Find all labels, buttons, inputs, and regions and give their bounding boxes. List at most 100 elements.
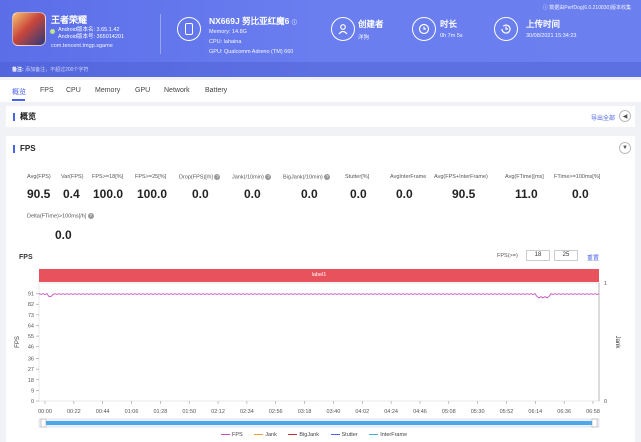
y-axis-title: FPS [15, 336, 21, 348]
metric-value: 0.0 [244, 187, 261, 201]
tab-fps[interactable]: FPS [40, 87, 54, 94]
x-tick-label: 02:12 [211, 409, 225, 415]
metric-value: 90.5 [452, 187, 476, 201]
x-tick-label: 06:58 [586, 409, 600, 415]
legend-item[interactable]: FPS [221, 432, 243, 438]
metric-label: FPS>=18[%] [92, 174, 124, 180]
tab-gpu[interactable]: GPU [135, 87, 151, 94]
y-tick-label: 73 [28, 313, 34, 319]
x-tick-label: 04:46 [413, 409, 427, 415]
legend-item[interactable]: InterFrame [369, 432, 407, 438]
x-tick-label: 01:06 [125, 409, 139, 415]
x-tick-label: 00:44 [96, 409, 110, 415]
remark-input[interactable]: 备注: 添加备注，不超过200个字符 [12, 67, 89, 73]
reset-button[interactable]: 重置 [587, 256, 600, 262]
device-memory: Memory: 14.8G [209, 29, 247, 35]
x-tick-label: 00:00 [38, 409, 52, 415]
chart-legend: FPS Jank BigJank Stutter InterFrame [221, 432, 417, 438]
metric-value: 0.0 [301, 187, 318, 201]
fps-section-title: FPS [13, 145, 36, 153]
report-header: 王者荣耀 Android版本名: 3.65.1.42 Android版本号: 3… [0, 0, 641, 77]
y-tick-label: 82 [28, 302, 34, 308]
x-tick-label: 02:56 [269, 409, 283, 415]
x-tick-label: 05:08 [442, 409, 456, 415]
app-icon [12, 12, 46, 46]
x-tick-label: 03:18 [298, 409, 312, 415]
collapse-left-icon[interactable]: ◀ [619, 110, 631, 122]
metric-value: 0.0 [350, 187, 367, 201]
history-icon [494, 17, 518, 41]
legend-item[interactable]: BigJank [288, 432, 319, 438]
metric-label: Var(FPS) [61, 174, 84, 180]
phone-icon [177, 17, 201, 41]
chevron-down-icon[interactable]: ▼ [619, 142, 631, 154]
app-version: Android版本名: 3.65.1.42 Android版本号: 365014… [58, 27, 125, 40]
x-tick-label: 04:24 [384, 409, 398, 415]
metric-label: Avg(FPS) [27, 174, 51, 180]
y-tick-label: 18 [28, 378, 34, 384]
tab-cpu[interactable]: CPU [66, 87, 81, 94]
metric-value: 100.0 [137, 187, 168, 201]
y-tick-label: 27 [28, 367, 34, 373]
data-source-note: ⓘ 数据由PerfDog(6.0.210830)版本收集 [542, 5, 631, 11]
x-tick-label: 06:14 [528, 409, 542, 415]
duration-value: 0h 7m 5s [440, 33, 463, 39]
metric-value: 11.0 [515, 187, 538, 201]
active-tab-indicator [12, 99, 25, 101]
device-gpu: GPU: Qualcomm Adreno (TM) 660 [209, 49, 294, 55]
user-icon [331, 17, 355, 41]
x-tick-label: 03:40 [327, 409, 341, 415]
legend-item[interactable]: Stutter [330, 432, 358, 438]
metric-value: 0.0 [572, 187, 589, 201]
metric-value: 0.0 [55, 228, 72, 242]
metric-value: 0.0 [192, 187, 209, 201]
y-tick-label: 91 [28, 292, 34, 298]
creator-label: 创建者 [358, 19, 384, 29]
x-tick-label: 01:28 [153, 409, 167, 415]
tab-overview[interactable]: 概览 [12, 89, 26, 96]
x-tick-label: 02:34 [240, 409, 254, 415]
x-tick-label: 05:52 [500, 409, 514, 415]
legend-item[interactable]: Jank [254, 432, 277, 438]
metric-label: Avg(FPS+InterFrame) [434, 174, 488, 180]
metric-value: 100.0 [93, 187, 124, 201]
android-icon [50, 29, 55, 34]
device-name: NX669J 努比亚红魔6 ⓘ [209, 16, 297, 26]
tab-memory[interactable]: Memory [95, 87, 121, 94]
export-all-link[interactable]: 导出全部 [590, 116, 615, 122]
metric-label: FPS>=25[%] [135, 174, 167, 180]
help-icon: ? [214, 174, 221, 180]
fps-series-line [38, 293, 600, 299]
y-tick-label: 55 [28, 334, 34, 340]
y-tick-label: 0 [31, 399, 34, 405]
slider-handle-left [40, 418, 47, 428]
x-tick-label: 06:36 [557, 409, 571, 415]
upload-label: 上传时间 [526, 19, 561, 29]
slider-handle-right [591, 418, 598, 428]
threshold-input-2[interactable]: 25 [554, 250, 578, 261]
metric-label: FTime>=100ms[%] [554, 174, 601, 180]
metric-label: Drop(FPS)[/h] ? [179, 174, 221, 181]
plot-frame [38, 282, 600, 402]
device-cpu: CPU: lahaina [209, 39, 242, 45]
y-tick-label: 36 [28, 357, 34, 363]
x-tick-label: 05:30 [471, 409, 485, 415]
tab-network[interactable]: Network [164, 87, 190, 94]
metric-value: 0.0 [396, 187, 413, 201]
y-tick-label: 64 [28, 323, 34, 329]
metric-label: Delta(FTime)>100ms[/h] ? [27, 213, 94, 220]
tab-battery[interactable]: Battery [205, 87, 228, 94]
clock-icon [412, 17, 436, 41]
app-package: com.tencent.tmgp.sgame [51, 43, 113, 49]
y-tick-label: 9 [31, 388, 34, 394]
divider [160, 14, 161, 54]
threshold-input-1[interactable]: 18 [526, 250, 550, 261]
threshold-label: FPS(>=) [497, 253, 518, 259]
y-tick-label: 46 [28, 345, 34, 351]
chart-title: FPS [19, 254, 33, 261]
x-tick-label: 01:50 [182, 409, 196, 415]
help-icon: ? [87, 213, 94, 219]
x-tick-label: 04:02 [355, 409, 369, 415]
overview-card: 概览 导出全部 ◀ [6, 106, 635, 127]
metric-label: Stutter[%] [345, 174, 370, 180]
